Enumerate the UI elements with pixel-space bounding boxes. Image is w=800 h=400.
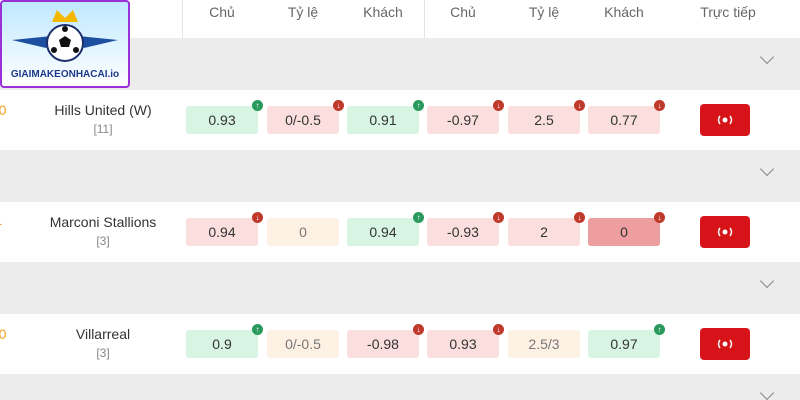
trend-arrow: ↑ [413,212,424,223]
team-rank: [3] [96,346,110,360]
trend-arrow: ↑ [252,100,263,111]
expand-chevron [759,49,775,65]
odds-cell: -0.97 [427,106,499,134]
odds-cell: 0.93 [186,106,258,134]
trend-arrow: ↑ [252,324,263,335]
odds-cell: 0 [267,218,339,246]
odds-cell: 0/-0.5 [267,330,339,358]
odds-cell: 2.5 [508,106,580,134]
divider [424,0,425,38]
divider [182,0,183,38]
odds-cell: 0/-0.5 [267,106,339,134]
team-rank: [11] [93,122,113,136]
match-row: -0Villarreal[3]0.9↑0/-0.5-0.98↓0.93↓2.5/… [0,314,800,374]
trend-arrow: ↓ [493,100,504,111]
odds-cell: -0.98 [347,330,419,358]
trend-arrow: ↓ [493,324,504,335]
odds-cell: 0.94 [347,218,419,246]
live-button[interactable] [700,328,750,360]
live-icon [717,115,733,125]
logo: GIAIMAKEONHACAI.io [0,0,130,88]
odds-cell: 0.9 [186,330,258,358]
odds-cell: 0.94 [186,218,258,246]
score: -0 [0,326,7,342]
logo-icon [12,10,118,62]
trend-arrow: ↑ [654,324,665,335]
odds-cell: 2.5/3 [508,330,580,358]
odds-cell: 0 [588,218,660,246]
column-header: Tỷ lệ [528,4,560,20]
odds-cell: 0.97 [588,330,660,358]
match-row: 4Marconi Stallions[3]0.94↓00.94↑-0.93↓2↓… [0,202,800,262]
live-icon [717,227,733,237]
trend-arrow: ↓ [252,212,263,223]
trend-arrow: ↓ [333,100,344,111]
expand-chevron [759,161,775,177]
odds-cell: 2 [508,218,580,246]
column-header: Chủ [209,4,235,20]
odds-cell: -0.93 [427,218,499,246]
odds-cell: 0.91 [347,106,419,134]
score: 4 [0,214,2,230]
team-rank: [3] [96,234,110,248]
trend-arrow: ↓ [654,100,665,111]
column-header: Trực tiếp [700,4,756,20]
header [0,0,800,38]
column-header: Tỷ lệ [287,4,319,20]
team-name: Hills United (W) [54,102,152,118]
trend-arrow: ↓ [574,100,585,111]
column-header: Khách [604,4,644,20]
live-button[interactable] [700,216,750,248]
trend-arrow: ↓ [413,324,424,335]
team-name: Villarreal [75,326,131,342]
trend-arrow: ↓ [654,212,665,223]
live-button[interactable] [700,104,750,136]
column-header: Chủ [450,4,476,20]
score: -0 [0,102,7,118]
column-header: Khách [363,4,403,20]
trend-arrow: ↑ [413,100,424,111]
trend-arrow: ↓ [493,212,504,223]
logo-text: GIAIMAKEONHACAI.io [10,69,120,80]
live-icon [717,339,733,349]
odds-cell: 0.77 [588,106,660,134]
expand-chevron [759,385,775,400]
trend-arrow: ↓ [574,212,585,223]
team-name: Marconi Stallions [49,214,157,230]
odds-cell: 0.93 [427,330,499,358]
expand-chevron [759,273,775,289]
